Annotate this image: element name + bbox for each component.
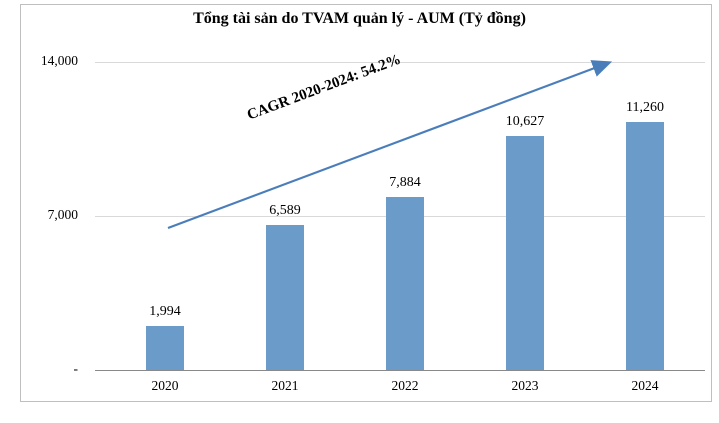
y-tick-label: 14,000 bbox=[40, 53, 78, 68]
x-tick-label: 2023 bbox=[511, 378, 539, 393]
bar bbox=[146, 326, 184, 370]
bar-value-label: 7,884 bbox=[389, 174, 421, 190]
bar-value-label: 1,994 bbox=[149, 304, 181, 320]
bar bbox=[506, 136, 544, 370]
y-tick-label: 7,000 bbox=[47, 207, 78, 222]
y-tick-label: - bbox=[73, 361, 79, 376]
x-tick-label: 2022 bbox=[391, 378, 419, 393]
bar-value-label: 11,260 bbox=[626, 100, 664, 116]
bar bbox=[266, 225, 304, 370]
x-axis-line bbox=[95, 370, 705, 371]
bar bbox=[386, 196, 424, 370]
bar-value-label: 6,589 bbox=[269, 203, 301, 219]
x-tick-label: 2024 bbox=[631, 378, 659, 393]
chart-title: Tổng tài sản do TVAM quản lý - AUM (Tỷ đ… bbox=[193, 10, 526, 27]
bar bbox=[626, 122, 664, 370]
x-tick-label: 2021 bbox=[271, 378, 299, 393]
x-tick-label: 2020 bbox=[151, 378, 179, 393]
bar-value-label: 10,627 bbox=[505, 114, 545, 130]
